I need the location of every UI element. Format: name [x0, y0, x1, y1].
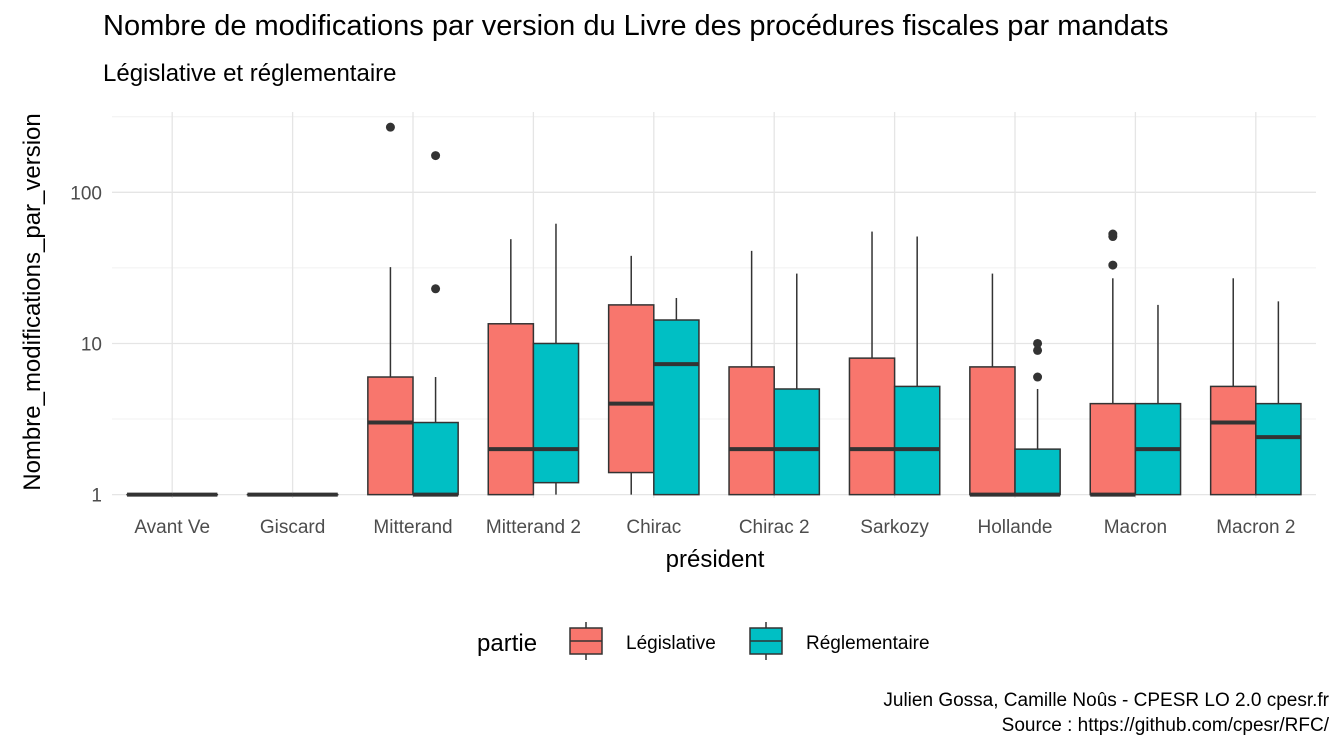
- box-rect: [969, 366, 1016, 496]
- box-hollande-réglementaire: [1014, 338, 1061, 497]
- box-macron-2-réglementaire: [1255, 301, 1302, 496]
- x-tick-label: Giscard: [260, 517, 325, 538]
- box-sarkozy-réglementaire: [893, 236, 941, 496]
- legend-item-réglementaire: Réglementaire: [749, 622, 930, 660]
- box-rect: [1014, 448, 1061, 496]
- box-rect: [1255, 402, 1302, 496]
- y-tick-label: 10: [81, 334, 102, 355]
- box-mitterand-réglementaire: [412, 151, 459, 497]
- outlier-point: [1108, 229, 1118, 239]
- x-tick-label: Macron 2: [1216, 517, 1295, 538]
- box-chirac-réglementaire: [653, 297, 700, 496]
- outlier-point: [1033, 338, 1043, 348]
- x-tick-label: Mitterand 2: [486, 517, 581, 538]
- x-tick-label: Chirac 2: [739, 517, 810, 538]
- box-chirac-2-réglementaire: [773, 273, 821, 496]
- outlier-point: [431, 284, 441, 294]
- chart-subtitle: Législative et réglementaire: [103, 60, 397, 87]
- box-plots: [126, 122, 1302, 497]
- chart-title: Nombre de modifications par version du L…: [103, 10, 1169, 42]
- box-macron-2-législative: [1209, 278, 1257, 496]
- caption-source: Source : https://github.com/cpesr/RFC/: [1001, 715, 1329, 736]
- x-tick-label: Avant Ve: [134, 517, 210, 538]
- box-sarkozy-législative: [848, 231, 896, 496]
- box-rect: [532, 342, 580, 484]
- x-tick-label: Hollande: [978, 517, 1053, 538]
- box-macron-législative: [1089, 229, 1137, 497]
- caption-credits: Julien Gossa, Camille Noûs - CPESR LO 2.…: [883, 690, 1329, 711]
- legend-title: partie: [477, 630, 537, 657]
- y-tick-label: 100: [70, 183, 102, 204]
- y-axis-title: Nombre_modifications_par_version: [19, 113, 46, 491]
- legend-item-législative: Législative: [569, 622, 716, 660]
- outlier-point: [1033, 372, 1043, 382]
- box-rect: [653, 319, 700, 496]
- box-mitterand-législative: [367, 122, 414, 496]
- box-rect: [1089, 402, 1137, 496]
- x-tick-label: Chirac: [626, 517, 681, 538]
- box-rect: [848, 357, 896, 496]
- outlier-point: [431, 151, 441, 161]
- box-rect: [1209, 385, 1257, 496]
- x-axis-tick-labels: Avant Ve Giscard Mitterand Mitterand 2 Chira…: [134, 517, 1295, 538]
- x-axis-title: président: [666, 546, 765, 573]
- legend-label: Législative: [626, 633, 716, 654]
- outlier-point: [1033, 345, 1043, 355]
- box-chirac-2-législative: [728, 250, 775, 496]
- box-rect: [893, 385, 941, 496]
- box-rect: [607, 304, 655, 474]
- legend-label: Réglementaire: [806, 633, 930, 654]
- legend: partie Législative Réglementaire: [477, 622, 930, 660]
- outlier-point: [385, 122, 395, 132]
- box-chirac-législative: [607, 255, 655, 495]
- box-rect: [487, 323, 535, 496]
- x-tick-label: Sarkozy: [860, 517, 929, 538]
- box-rect: [412, 421, 459, 496]
- box-rect: [367, 376, 414, 496]
- x-tick-label: Macron: [1104, 517, 1167, 538]
- box-mitterand-2-législative: [487, 239, 535, 496]
- box-rect: [728, 366, 775, 496]
- box-rect: [773, 388, 821, 496]
- box-mitterand-2-réglementaire: [532, 223, 580, 495]
- box-macron-réglementaire: [1134, 304, 1182, 496]
- outlier-point: [1108, 260, 1118, 270]
- box-hollande-législative: [969, 273, 1016, 497]
- y-tick-label: 1: [91, 486, 102, 507]
- x-tick-label: Mitterand: [373, 517, 452, 538]
- y-axis-tick-labels: 1 10 100: [70, 183, 102, 506]
